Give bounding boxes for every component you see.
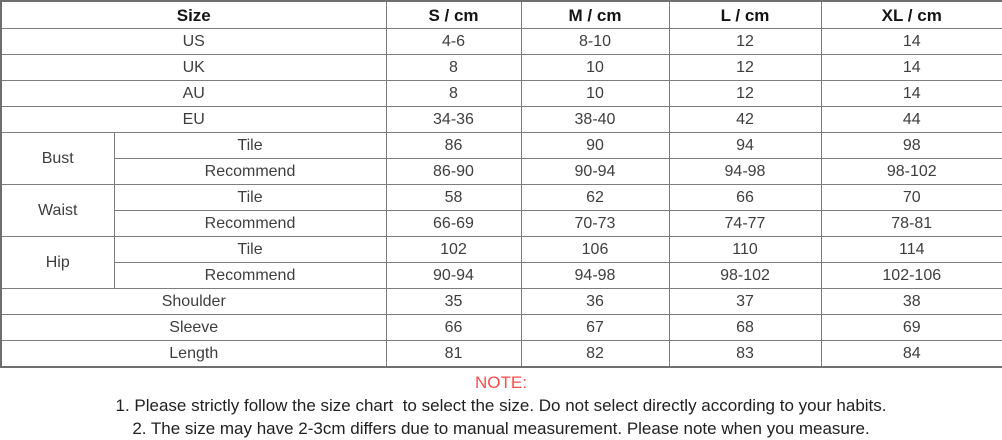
size-value-cell: 74-77 [668, 210, 822, 237]
size-value-cell: 98-102 [668, 262, 822, 289]
note-title: NOTE: [475, 373, 527, 392]
size-value-cell: 58 [385, 184, 522, 211]
size-value-cell: 81 [385, 340, 522, 368]
size-value-cell: 102-106 [820, 262, 1002, 289]
measure-group-cell: Hip [0, 236, 115, 289]
measure-type-cell: Recommend [113, 262, 387, 289]
size-value-cell: 94-98 [668, 158, 822, 185]
note-line-2: 2. The size may have 2-3cm differs due t… [132, 419, 870, 438]
size-label-cell: AU [0, 80, 387, 107]
size-value-cell: 10 [520, 80, 670, 107]
size-value-cell: 98-102 [820, 158, 1002, 185]
measure-type-cell: Tile [113, 132, 387, 159]
size-value-cell: 34-36 [385, 106, 522, 133]
size-value-cell: 38 [820, 288, 1002, 315]
size-value-cell: 12 [668, 54, 822, 81]
table-row-bust-tile: Bust Tile 86 90 94 98 [0, 132, 1002, 185]
size-value-cell: 69 [820, 314, 1002, 341]
measure-type-cell: Tile [113, 236, 387, 263]
size-value-cell: 62 [520, 184, 670, 211]
size-value-cell: 14 [820, 80, 1002, 107]
size-value-cell: 98 [820, 132, 1002, 159]
size-value-cell: 36 [520, 288, 670, 315]
size-value-cell: 86 [385, 132, 522, 159]
size-value-cell: 94 [668, 132, 822, 159]
table-row-au: AU 8 10 12 14 [0, 80, 1002, 107]
table-row-eu: EU 34-36 38-40 42 44 [0, 106, 1002, 133]
table-row-hip-tile: Hip Tile 102 106 110 114 [0, 236, 1002, 289]
table-row-shoulder: Shoulder 35 36 37 38 [0, 288, 1002, 315]
size-value-cell: 102 [385, 236, 522, 263]
table-row-uk: UK 8 10 12 14 [0, 54, 1002, 81]
size-label-cell: US [0, 28, 387, 55]
table-row-hip-recommend: Recommend 90-94 94-98 98-102 102-106 [1, 262, 1002, 289]
size-value-cell: 106 [520, 236, 670, 263]
size-value-cell: 37 [668, 288, 822, 315]
table-row-bust-recommend: Recommend 86-90 90-94 94-98 98-102 [1, 158, 1002, 185]
measure-group-cell: Waist [0, 184, 115, 237]
size-value-cell: 66-69 [385, 210, 522, 237]
size-value-cell: 14 [820, 54, 1002, 81]
table-row-length: Length 81 82 83 84 [0, 340, 1002, 368]
measure-type-cell: Recommend [113, 158, 387, 185]
size-label-cell: EU [0, 106, 387, 133]
table-row-us: US 4-6 8-10 12 14 [0, 28, 1002, 55]
table-row-sleeve: Sleeve 66 67 68 69 [0, 314, 1002, 341]
size-value-cell: 8-10 [520, 28, 670, 55]
table-row-waist-recommend: Recommend 66-69 70-73 74-77 78-81 [1, 210, 1002, 237]
size-value-cell: 35 [385, 288, 522, 315]
size-value-cell: 8 [385, 54, 522, 81]
header-s-cell: S / cm [385, 0, 522, 29]
size-value-cell: 90-94 [385, 262, 522, 289]
size-value-cell: 68 [668, 314, 822, 341]
size-value-cell: 67 [520, 314, 670, 341]
measure-type-cell: Recommend [113, 210, 387, 237]
size-value-cell: 90 [520, 132, 670, 159]
size-value-cell: 12 [668, 80, 822, 107]
size-value-cell: 110 [668, 236, 822, 263]
header-size-cell: Size [0, 0, 387, 29]
note-line-1: 1. Please strictly follow the size chart… [115, 396, 887, 415]
measure-group-cell: Bust [0, 132, 115, 185]
size-value-cell: 44 [820, 106, 1002, 133]
size-value-cell: 70-73 [520, 210, 670, 237]
size-value-cell: 86-90 [385, 158, 522, 185]
measure-type-cell: Tile [113, 184, 387, 211]
size-value-cell: 82 [520, 340, 670, 368]
size-value-cell: 42 [668, 106, 822, 133]
header-m-cell: M / cm [520, 0, 670, 29]
table-row-waist-tile: Waist Tile 58 62 66 70 [0, 184, 1002, 237]
size-value-cell: 114 [820, 236, 1002, 263]
size-value-cell: 90-94 [520, 158, 670, 185]
size-value-cell: 14 [820, 28, 1002, 55]
header-row: Size S / cm M / cm L / cm XL / cm [0, 0, 1002, 29]
size-value-cell: 8 [385, 80, 522, 107]
size-value-cell: 70 [820, 184, 1002, 211]
header-xl-cell: XL / cm [820, 0, 1002, 29]
size-label-cell: Sleeve [0, 314, 387, 341]
size-label-cell: UK [0, 54, 387, 81]
size-value-cell: 78-81 [820, 210, 1002, 237]
size-value-cell: 38-40 [520, 106, 670, 133]
size-value-cell: 83 [668, 340, 822, 368]
size-value-cell: 66 [385, 314, 522, 341]
size-chart-table: Size S / cm M / cm L / cm XL / cm US 4-6… [0, 0, 1002, 368]
size-label-cell: Length [0, 340, 387, 368]
size-value-cell: 84 [820, 340, 1002, 368]
size-value-cell: 12 [668, 28, 822, 55]
size-value-cell: 10 [520, 54, 670, 81]
size-value-cell: 66 [668, 184, 822, 211]
header-l-cell: L / cm [668, 0, 822, 29]
size-value-cell: 94-98 [520, 262, 670, 289]
note-section: NOTE: 1. Please strictly follow the size… [0, 372, 1002, 440]
size-value-cell: 4-6 [385, 28, 522, 55]
size-label-cell: Shoulder [0, 288, 387, 315]
